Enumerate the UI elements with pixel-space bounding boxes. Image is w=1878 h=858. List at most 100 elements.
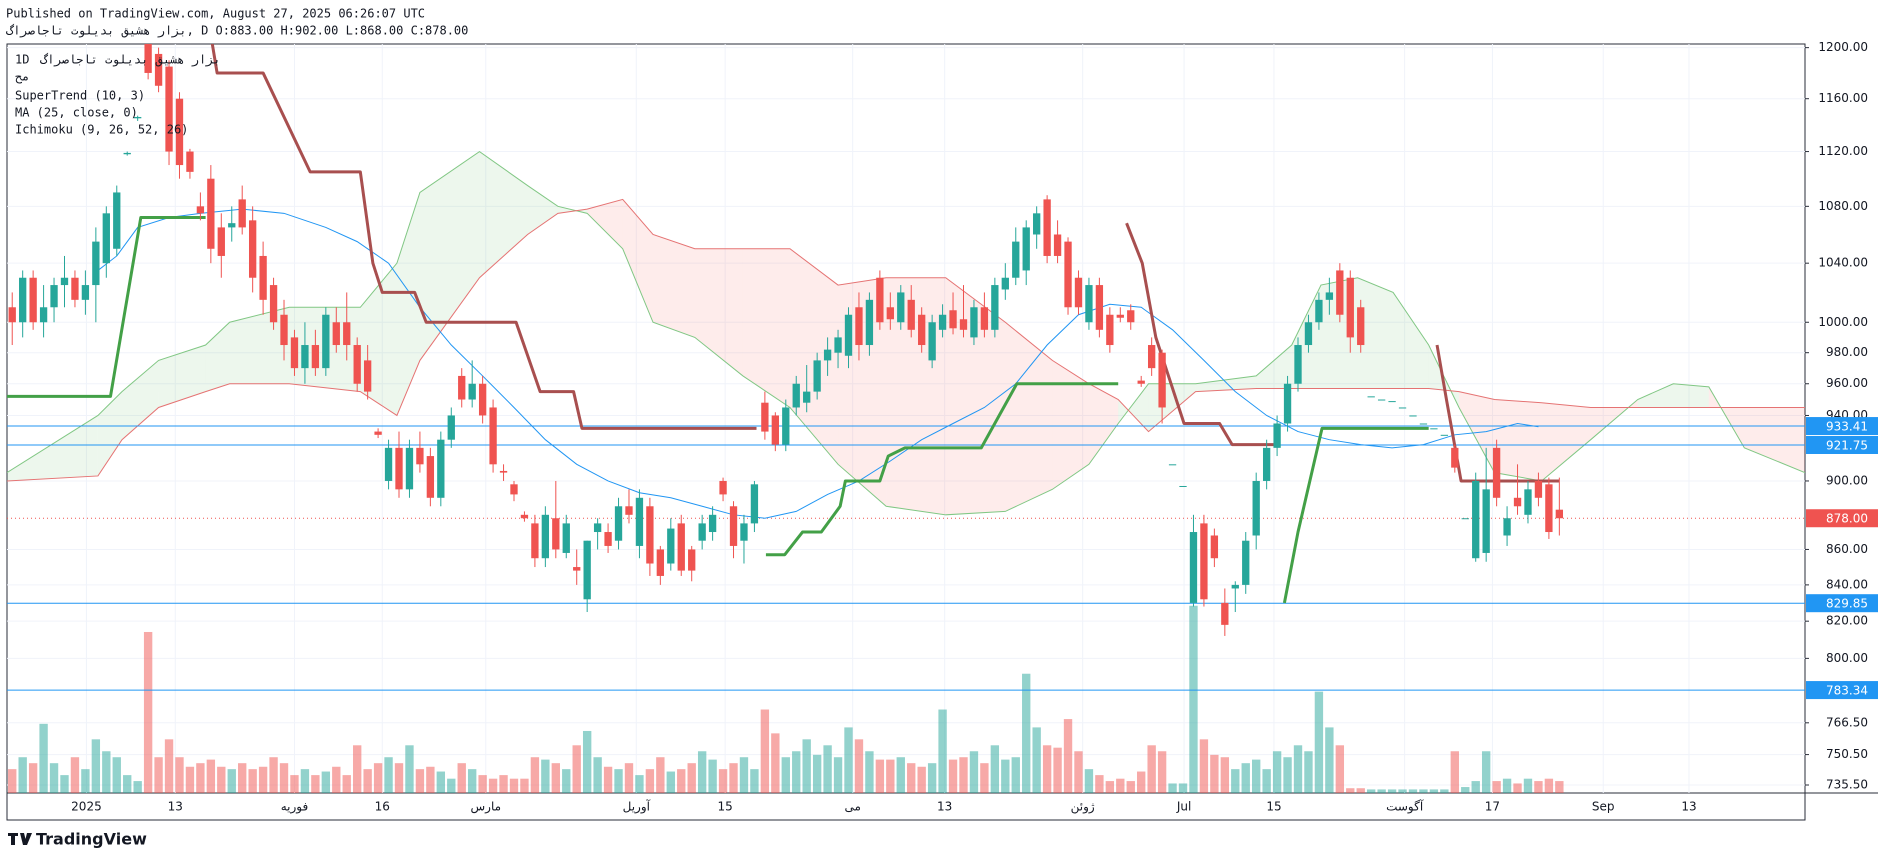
candle-body bbox=[332, 322, 340, 346]
candle-body bbox=[1492, 447, 1501, 498]
candle-body bbox=[217, 227, 225, 256]
volume-bar bbox=[1063, 719, 1073, 793]
volume-bar bbox=[332, 766, 341, 793]
price-tick-label: 960.00 bbox=[1826, 376, 1868, 390]
candle-body bbox=[196, 206, 205, 214]
cloud-fill bbox=[1393, 292, 1429, 389]
cloud-fill bbox=[886, 277, 946, 515]
candle-body bbox=[447, 415, 455, 440]
candle-body bbox=[918, 314, 926, 346]
candle-body bbox=[677, 523, 685, 571]
time-tick-label: فوریه bbox=[281, 800, 309, 815]
volume-bar bbox=[1513, 783, 1522, 793]
candle-body bbox=[39, 307, 48, 323]
volume-bar bbox=[457, 763, 466, 793]
volume-bar bbox=[1481, 751, 1491, 793]
candle-body bbox=[144, 44, 152, 73]
candle-body bbox=[426, 456, 435, 498]
candle-body bbox=[102, 213, 110, 264]
volume-bar bbox=[1053, 747, 1062, 793]
volume-bar bbox=[91, 739, 101, 793]
volume-bar bbox=[541, 759, 550, 793]
supertrend-down bbox=[210, 44, 1560, 483]
candle-body bbox=[646, 506, 654, 564]
candle-body bbox=[1106, 314, 1114, 346]
candle-body bbox=[165, 66, 173, 152]
time-tick-label: 13 bbox=[937, 800, 952, 814]
candle-body bbox=[1043, 199, 1051, 256]
candle-body bbox=[1419, 423, 1428, 425]
candle-body bbox=[1252, 480, 1260, 536]
volume-bar bbox=[1335, 745, 1345, 793]
volume-bar bbox=[426, 766, 435, 793]
volume-bar bbox=[405, 745, 414, 793]
candle-body bbox=[782, 407, 790, 445]
price-badge-label: 933.41 bbox=[1826, 420, 1868, 434]
price-tick-label: 980.00 bbox=[1826, 345, 1868, 359]
time-tick-label: 16 bbox=[375, 800, 390, 814]
candle-body bbox=[29, 277, 37, 323]
candle-body bbox=[60, 277, 69, 286]
volume-bar bbox=[823, 745, 832, 793]
cloud-fill bbox=[419, 151, 480, 361]
candle-body bbox=[19, 277, 27, 323]
volume-bar bbox=[1084, 769, 1094, 793]
candle-body bbox=[1409, 415, 1417, 417]
candle-body bbox=[395, 447, 403, 490]
candle-body bbox=[844, 314, 853, 356]
candle-body bbox=[750, 484, 759, 524]
candle-body bbox=[228, 223, 236, 228]
volume-bar bbox=[300, 769, 310, 793]
candle-body bbox=[1377, 399, 1386, 401]
candle-body bbox=[363, 360, 372, 392]
volume-bar bbox=[1544, 778, 1554, 793]
volume-bar bbox=[290, 775, 299, 793]
candle-body bbox=[1294, 345, 1302, 384]
volume-bar bbox=[781, 757, 790, 793]
candle-body bbox=[1033, 213, 1041, 235]
volume-bar bbox=[102, 751, 111, 793]
candle-body bbox=[980, 307, 989, 330]
volume-bar bbox=[990, 745, 1000, 793]
candle-body bbox=[573, 567, 581, 571]
volume-bar bbox=[70, 757, 80, 793]
volume-bar bbox=[499, 775, 508, 793]
volume-bar bbox=[248, 769, 257, 793]
volume-bar bbox=[1377, 789, 1386, 793]
volume-bar bbox=[321, 771, 331, 793]
volume-bar bbox=[175, 757, 184, 793]
ma-line bbox=[97, 208, 1539, 519]
volume-bar bbox=[1387, 789, 1397, 793]
volume-bar bbox=[269, 757, 278, 793]
candle-body bbox=[729, 506, 738, 546]
candle-body bbox=[269, 285, 278, 323]
candle-body bbox=[823, 349, 832, 361]
volume-bar bbox=[112, 757, 121, 793]
candle-body bbox=[667, 528, 675, 564]
price-badge-label: 878.00 bbox=[1826, 512, 1868, 526]
candle-body bbox=[343, 322, 351, 346]
time-tick-label: 15 bbox=[718, 800, 733, 814]
candle-body bbox=[1545, 484, 1553, 533]
candle-body bbox=[1179, 485, 1187, 487]
candle-body bbox=[175, 98, 184, 166]
candle-body bbox=[207, 178, 215, 249]
candle-body bbox=[374, 431, 382, 435]
candle-body bbox=[1053, 234, 1062, 256]
volume-bar bbox=[509, 778, 519, 793]
volume-bar bbox=[677, 769, 686, 793]
candle-body bbox=[1304, 322, 1313, 346]
volume-bar bbox=[1461, 787, 1470, 793]
candle-body bbox=[1231, 584, 1239, 589]
cloud-fill bbox=[1494, 399, 1542, 481]
candle-body bbox=[1513, 497, 1522, 507]
volume-bar bbox=[1304, 751, 1313, 793]
candle-body bbox=[552, 518, 560, 550]
volume-bar bbox=[1116, 778, 1125, 793]
volume-bar bbox=[1126, 781, 1135, 793]
volume-bar bbox=[415, 769, 425, 793]
volume-bar bbox=[1011, 757, 1020, 793]
candle-body bbox=[458, 375, 466, 400]
brand-logo: TradingView bbox=[8, 830, 147, 849]
volume-bar bbox=[258, 766, 268, 793]
